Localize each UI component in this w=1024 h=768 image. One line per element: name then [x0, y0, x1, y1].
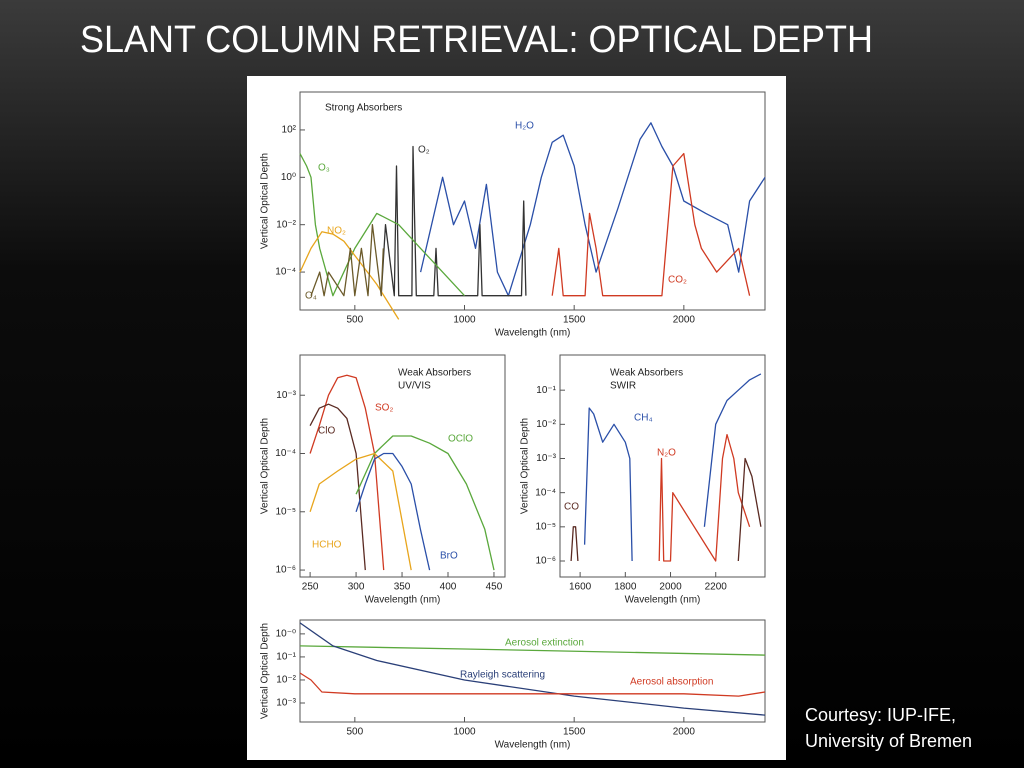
x-tick-label: 1800 [614, 582, 637, 593]
x-tick-label: 450 [486, 582, 503, 593]
series-label: HCHO [312, 540, 342, 551]
slide-title: SLANT COLUMN RETRIEVAL: OPTICAL DEPTH [80, 19, 873, 61]
plot-frame [299, 619, 766, 723]
x-tick-label: 500 [346, 727, 363, 738]
series-line [380, 145, 527, 297]
series-line [309, 374, 385, 571]
x-axis-label: Wavelength (nm) [625, 595, 701, 606]
x-tick-label: 2000 [673, 315, 696, 326]
y-axis-label: Vertical Optical Depth [260, 418, 271, 514]
series-label: CO [564, 502, 579, 513]
credit: Courtesy: IUP-IFE, [805, 705, 956, 725]
y-tick-label: 10⁻⁰ [276, 629, 296, 640]
y-tick-label: 10⁻⁵ [535, 521, 556, 532]
series-line [299, 672, 766, 697]
series-line [299, 231, 400, 320]
y-tick-label: 10⁻⁴ [275, 267, 296, 278]
series-label: H₂O [515, 121, 534, 132]
y-tick-label: 10⁻⁵ [275, 506, 296, 517]
x-tick-label: 500 [346, 315, 363, 326]
series-label: Rayleigh scattering [460, 670, 545, 681]
series-line [310, 224, 384, 297]
series-line [309, 403, 366, 571]
series-label: SO₂ [375, 403, 393, 414]
y-tick-label: 10⁻² [276, 675, 296, 686]
series-label: ClO [318, 426, 335, 437]
series-line [419, 122, 766, 297]
y-tick-label: 10⁰ [281, 172, 296, 183]
series-line [355, 435, 495, 571]
y-tick-label: 10⁻³ [276, 390, 296, 401]
y-tick-label: 10⁻⁴ [535, 487, 556, 498]
figure [247, 76, 786, 760]
series-label: Aerosol extinction [505, 638, 584, 649]
series-line [570, 457, 762, 562]
series-label: O₃ [318, 163, 330, 174]
plot-frame [299, 91, 766, 311]
y-tick-label: 10⁻³ [536, 453, 556, 464]
y-axis-label: Vertical Optical Depth [520, 418, 531, 514]
panel-title: SWIR [610, 381, 636, 392]
x-tick-label: 2200 [705, 582, 728, 593]
series-label: N₂O [657, 448, 676, 459]
y-axis-label: Vertical Optical Depth [260, 153, 271, 249]
x-tick-label: 2000 [659, 582, 682, 593]
panel-title: UV/VIS [398, 381, 431, 392]
x-tick-label: 250 [302, 582, 319, 593]
y-tick-label: 10⁻² [536, 419, 556, 430]
x-axis-label: Wavelength (nm) [365, 595, 441, 606]
x-tick-label: 350 [394, 582, 411, 593]
y-tick-label: 10⁻¹ [276, 652, 296, 663]
y-tick-label: 10⁻⁴ [275, 448, 296, 459]
series-line [299, 622, 766, 716]
y-tick-label: 10⁻⁶ [535, 556, 556, 567]
series-label: BrO [440, 551, 458, 562]
series-line [658, 433, 751, 562]
series-label: O₂ [418, 145, 430, 156]
series-label: Aerosol absorption [630, 677, 713, 688]
x-tick-label: 2000 [673, 727, 696, 738]
panel-title: Strong Absorbers [325, 103, 402, 114]
x-tick-label: 1500 [563, 727, 586, 738]
x-tick-label: 1000 [453, 727, 476, 738]
credit: University of Bremen [805, 731, 972, 751]
x-tick-label: 1500 [563, 315, 586, 326]
series-line [355, 452, 431, 571]
series-label: NO₂ [327, 226, 346, 237]
series-line [299, 645, 766, 656]
x-axis-label: Wavelength (nm) [495, 740, 571, 751]
series-label: CH₄ [634, 413, 653, 424]
series-line [583, 373, 762, 562]
x-tick-label: 1600 [569, 582, 592, 593]
panel-title: Weak Absorbers [398, 368, 471, 379]
series-line [299, 153, 465, 297]
y-tick-label: 10⁻² [276, 219, 296, 230]
y-tick-label: 10⁻⁶ [275, 565, 296, 576]
series-label: CO₂ [668, 275, 687, 286]
series-label: O₄ [305, 291, 317, 302]
y-axis-label: Vertical Optical Depth [260, 623, 271, 719]
plot-frame [559, 354, 766, 578]
x-tick-label: 400 [440, 582, 457, 593]
y-tick-label: 10² [282, 125, 297, 136]
x-tick-label: 1000 [453, 315, 476, 326]
y-tick-label: 10⁻¹ [536, 385, 556, 396]
y-tick-label: 10⁻³ [276, 698, 296, 709]
x-axis-label: Wavelength (nm) [495, 328, 571, 339]
series-line [309, 452, 412, 571]
panel-title: Weak Absorbers [610, 368, 683, 379]
series-label: OClO [448, 434, 473, 445]
series-line [551, 152, 751, 297]
x-tick-label: 300 [348, 582, 365, 593]
